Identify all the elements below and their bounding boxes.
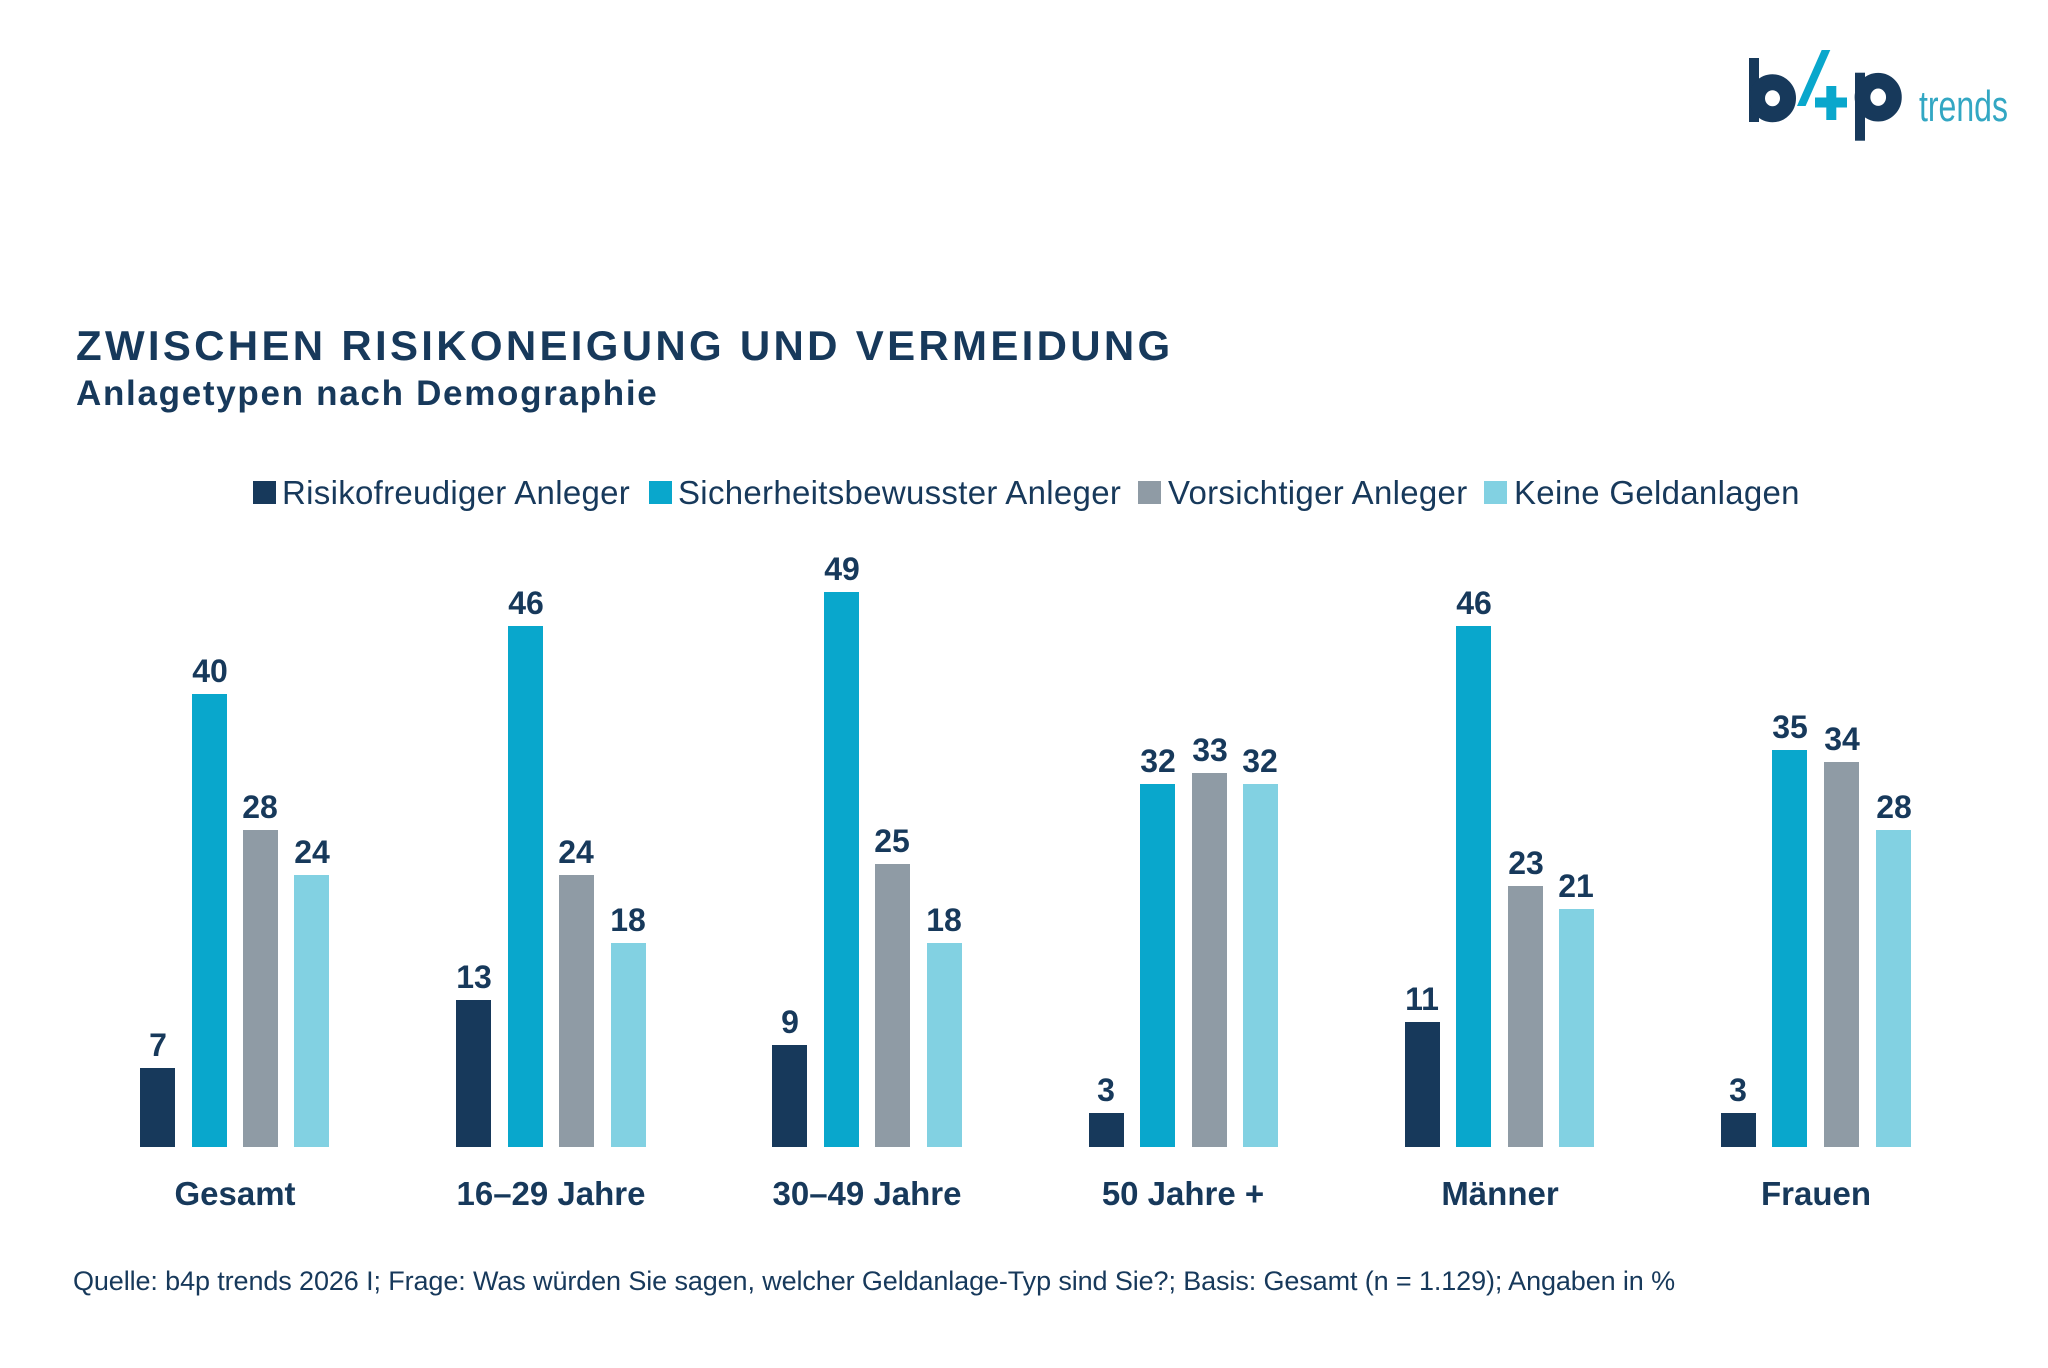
svg-text:trends: trends [1919, 82, 2008, 131]
